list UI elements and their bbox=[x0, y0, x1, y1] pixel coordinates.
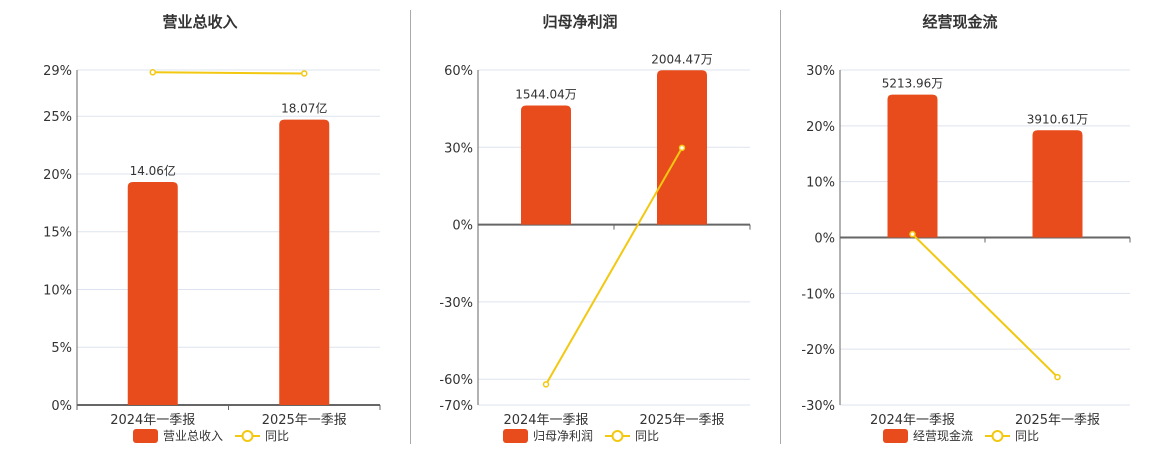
bar-value-label: 18.07亿 bbox=[281, 101, 327, 116]
legend-bar-swatch-icon bbox=[503, 429, 528, 443]
yoy-point[interactable] bbox=[301, 70, 308, 77]
cash-flow-chart-svg: 经营现金流 -30% -20% -10% 0% 10% 20% 30% 5213.96万 2024… bbox=[801, 13, 1131, 443]
x-tick-label: 2025年一季报 bbox=[262, 413, 347, 428]
x-tick-label: 2025年一季报 bbox=[639, 413, 724, 428]
y-tick-label: 20% bbox=[806, 120, 835, 135]
yoy-line bbox=[911, 233, 1059, 378]
y-tick-label: 0% bbox=[814, 232, 835, 247]
y-tick-label: -20% bbox=[801, 343, 835, 358]
yoy-point[interactable] bbox=[678, 144, 686, 152]
y-tick-label: 5% bbox=[51, 341, 72, 356]
legend-bar-label[interactable]: 经营现金流 bbox=[913, 428, 973, 443]
revenue-chart-svg: 营业总收入 0% 5% 10% 15% 20% 25% 29% 14.06亿 2024年一季报 18… bbox=[43, 13, 381, 443]
bar-value-label: 5213.96万 bbox=[882, 77, 944, 91]
y-tick-label: -70% bbox=[439, 399, 473, 414]
y-tick-label: 10% bbox=[806, 176, 835, 191]
chart-title: 营业总收入 bbox=[162, 13, 237, 31]
y-tick-label: -60% bbox=[439, 373, 473, 388]
bar-value-label: 3910.61万 bbox=[1027, 112, 1089, 126]
y-tick-label: 30% bbox=[444, 141, 473, 156]
y-tick-label: 30% bbox=[806, 64, 835, 79]
bar[interactable] bbox=[521, 105, 571, 225]
y-tick-label: 10% bbox=[43, 283, 72, 298]
legend-bar-swatch-icon bbox=[883, 429, 908, 443]
legend-bar-swatch-icon bbox=[133, 429, 158, 443]
x-tick-label: 2024年一季报 bbox=[870, 413, 955, 428]
y-tick-label: 29% bbox=[43, 64, 72, 79]
chart-revenue: 营业总收入 0% 5% 10% 15% 20% 25% 29% 14.06亿 2024年一季报 18… bbox=[0, 0, 400, 450]
legend-bar-label[interactable]: 归母净利润 bbox=[533, 429, 593, 443]
legend-line-label[interactable]: 同比 bbox=[265, 429, 289, 443]
bar[interactable] bbox=[1032, 130, 1083, 238]
y-tick-label: 15% bbox=[43, 226, 72, 241]
y-tick-label: 0% bbox=[51, 399, 72, 414]
chart-cash-flow: 经营现金流 -30% -20% -10% 0% 10% 20% 30% 5213.96万 2024… bbox=[780, 0, 1160, 450]
x-tick-label: 2024年一季报 bbox=[503, 413, 588, 428]
bar-value-label: 14.06亿 bbox=[130, 163, 176, 178]
yoy-line bbox=[545, 147, 683, 385]
y-tick-label: -30% bbox=[801, 399, 835, 414]
legend-line-marker-icon bbox=[611, 430, 624, 442]
legend-line-marker-icon bbox=[241, 430, 254, 442]
yoy-point[interactable] bbox=[542, 381, 550, 388]
bar[interactable] bbox=[127, 182, 178, 405]
bar[interactable] bbox=[887, 94, 938, 238]
panel-divider bbox=[780, 10, 781, 444]
panel-divider bbox=[410, 10, 411, 444]
x-tick-label: 2024年一季报 bbox=[110, 413, 195, 428]
legend-bar-label[interactable]: 营业总收入 bbox=[163, 429, 223, 443]
y-tick-label: 25% bbox=[43, 110, 72, 125]
legend-line-label[interactable]: 同比 bbox=[1015, 429, 1039, 443]
legend-line-marker-icon bbox=[991, 430, 1004, 442]
bar-value-label: 1544.04万 bbox=[515, 88, 577, 102]
yoy-point[interactable] bbox=[149, 69, 156, 76]
y-tick-label: 60% bbox=[444, 64, 473, 79]
yoy-line bbox=[152, 71, 305, 75]
chart-title: 归母净利润 bbox=[542, 13, 617, 31]
chart-net-profit: 归母净利润 -70% -60% -30% 0% 30% 60% 1544.04万 2024年一季… bbox=[400, 0, 780, 450]
bar-value-label: 2004.47万 bbox=[651, 52, 713, 66]
y-tick-label: -10% bbox=[801, 287, 835, 302]
y-tick-label: -30% bbox=[439, 296, 473, 311]
chart-title: 经营现金流 bbox=[922, 13, 997, 31]
legend-line-label[interactable]: 同比 bbox=[635, 429, 659, 443]
bar[interactable] bbox=[279, 119, 330, 405]
yoy-point[interactable] bbox=[1054, 373, 1061, 381]
x-tick-label: 2025年一季报 bbox=[1015, 413, 1100, 428]
yoy-point[interactable] bbox=[909, 230, 916, 238]
net-profit-chart-svg: 归母净利润 -70% -60% -30% 0% 30% 60% 1544.04万 2024年一季… bbox=[439, 13, 751, 443]
y-tick-label: 20% bbox=[43, 168, 72, 183]
y-tick-label: 0% bbox=[452, 219, 473, 234]
